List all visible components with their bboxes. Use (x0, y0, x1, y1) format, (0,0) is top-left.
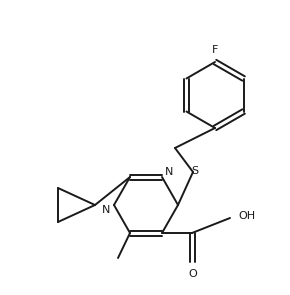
Text: O: O (188, 269, 197, 279)
Text: OH: OH (238, 211, 255, 221)
Text: F: F (212, 45, 218, 55)
Text: S: S (191, 166, 199, 176)
Text: N: N (165, 167, 173, 177)
Text: N: N (102, 205, 110, 215)
